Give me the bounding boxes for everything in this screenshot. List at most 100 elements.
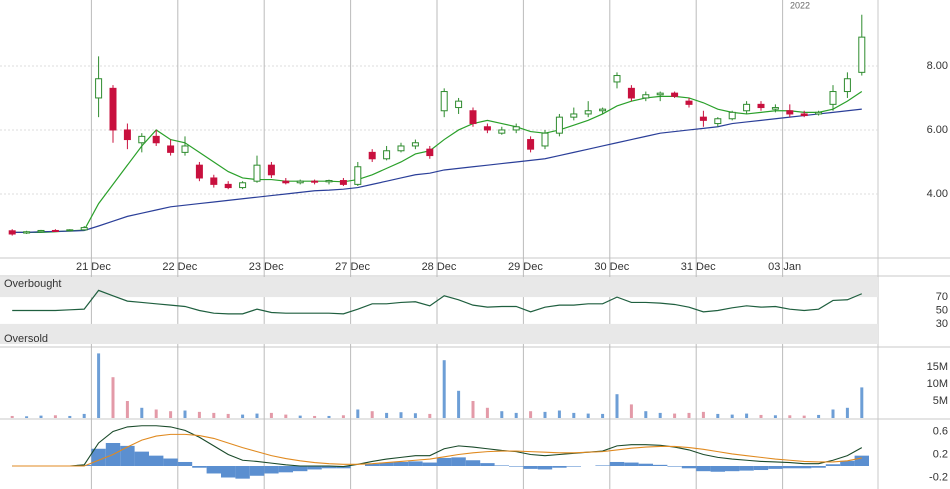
candle-body [8,230,16,235]
histogram-bar [494,465,509,466]
volume-bar [53,415,57,418]
volume-bar [68,415,72,418]
volume-bar [125,401,129,418]
candle-body [541,132,549,147]
volume-bar [673,413,677,418]
candle-body [858,36,866,73]
y-tick-label: 6.00 [927,124,948,136]
x-tick-label: 31 Dec [681,261,716,273]
histogram-bar [206,466,221,474]
candle-body [23,231,31,234]
candle-body [51,229,59,232]
moving-average [12,108,862,233]
histogram-bar [523,466,538,469]
candle-body [325,180,333,183]
histogram-bar [480,463,495,466]
histogram-bar [782,466,797,469]
volume-bar [730,414,734,418]
candle-body [483,126,491,131]
candle-body [656,92,664,96]
candle-body [296,180,304,184]
volume-bar [169,411,173,418]
histogram-bar [739,466,754,471]
volume-bar [356,409,360,418]
volume-bar [111,377,115,418]
y-tick-label: 70 [936,291,948,303]
candle-body [570,113,578,118]
volume-bar [241,414,245,418]
histogram-bar [163,458,178,466]
volume-bar [97,353,101,418]
candle-body [253,164,261,182]
candle-body [210,177,218,185]
x-tick-label: 29 Dec [508,261,543,273]
histogram-bar [797,466,812,469]
candle-body [267,164,275,176]
histogram-bar [365,463,380,466]
volume-bar [773,415,777,418]
candle-body [282,180,290,184]
candle-body [829,91,837,105]
candle-body [800,113,808,117]
volume-bar [226,413,230,418]
band-label: Oversold [4,333,48,345]
volume-bar [543,411,547,418]
candle-body [167,145,175,153]
candle-body [224,183,232,189]
histogram-bar [408,461,423,466]
candle-body [699,116,707,121]
candle-body [627,87,635,99]
volume-bar [10,415,14,418]
histogram-bar [293,466,308,472]
x-tick-label: 22 Dec [162,261,197,273]
histogram-bar [192,466,207,468]
candle-body [599,108,607,112]
candle-body [383,150,391,160]
histogram-bar [609,461,625,466]
histogram-bar [653,464,668,466]
candle-body [426,148,434,157]
histogram-bar [753,466,769,471]
histogram-bar [566,466,581,467]
volume-bar [745,413,749,418]
y-tick-label: -0.2 [929,471,948,483]
volume-bar [500,411,504,418]
histogram-bar [321,466,337,469]
candle-body [95,78,103,99]
histogram-bar [134,451,149,466]
volume-bar [629,404,633,418]
histogram-bar [149,455,164,466]
histogram-bar [725,466,740,472]
candle-body [195,164,203,179]
candle-body [613,75,621,83]
volume-bar [471,401,475,418]
histogram-bar [177,461,193,466]
x-tick-label: 21 Dec [76,261,111,273]
histogram-bar [307,466,322,470]
histogram-bar [667,466,682,467]
volume-bar [284,414,288,418]
volume-bar [341,415,345,418]
y-tick-label: 15M [927,361,948,373]
volume-bar [586,413,590,418]
volume-bar [759,414,763,418]
candle-body [123,129,131,141]
candle-body [440,91,448,112]
candle-body [411,142,419,147]
volume-bar [298,415,302,418]
volume-bar [557,410,561,418]
candle-body [397,145,405,152]
volume-bar [860,387,864,418]
macd-line [12,433,862,467]
histogram-bar [451,457,466,466]
candle-body [455,100,463,109]
volume-bar [140,407,144,418]
volume-bar [370,411,374,418]
band [0,277,878,298]
histogram-bar [537,466,553,470]
volume-bar [514,412,518,418]
volume-bar [701,411,705,418]
candle-body [527,139,535,150]
histogram-bar [825,464,841,466]
